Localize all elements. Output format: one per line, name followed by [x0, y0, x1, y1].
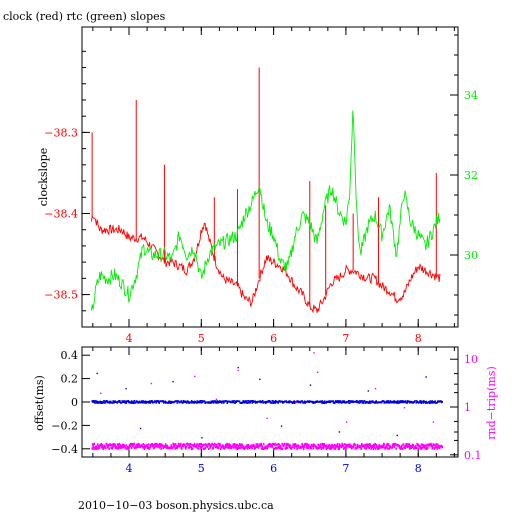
rndtrip-outlier-point-1 — [150, 382, 153, 385]
bottom-left-y-tick-label-3: −0.2 — [51, 419, 78, 432]
bottom-x-tick-label-0: 4 — [126, 462, 133, 475]
offset-outlier-point-8 — [309, 384, 312, 386]
offset-outlier-point-10 — [367, 390, 370, 392]
rndtrip-outlier-point-3 — [215, 398, 218, 400]
rndtrip-outlier-point-6 — [295, 401, 297, 403]
offset-outlier-point-0 — [96, 372, 98, 375]
bottom-left-y-axis-label: offset(ms) — [33, 375, 46, 431]
bottom-left-y-tick-label-0: 0.4 — [61, 349, 79, 362]
band-1 — [91, 442, 443, 451]
footer-text: 2010−10−03 boson.physics.ubc.ca — [78, 499, 274, 512]
offset-outlier-point-12 — [425, 376, 427, 378]
band-0 — [91, 400, 443, 404]
series-line-1 — [90, 110, 441, 311]
rndtrip-outlier-point-10 — [374, 387, 377, 390]
bottom-x-tick-label-4: 8 — [415, 462, 422, 475]
rndtrip-outlier-point-7 — [313, 352, 315, 354]
rndtrip-outlier-point-8 — [317, 371, 319, 374]
top-x-tick-label-3: 7 — [342, 332, 349, 345]
top-left-y-tick-label-2: −38.5 — [44, 289, 78, 302]
top-left-y-tick-label-0: −38.3 — [44, 126, 78, 139]
bottom-right-y-tick-label-2: 0.1 — [464, 449, 482, 462]
chart-title: clock (red) rtc (green) slopes — [3, 10, 166, 23]
top-y-axis-label: clockslope — [37, 148, 50, 206]
offset-outlier-point-4 — [201, 437, 203, 439]
offset-outlier-point-2 — [139, 427, 142, 430]
rndtrip-outlier-point-4 — [237, 369, 239, 372]
bottom-right-y-tick-label-1: 1 — [464, 401, 471, 414]
offset-outlier-point-6 — [259, 378, 261, 380]
rndtrip-outlier-point-2 — [194, 375, 196, 378]
top-plot-frame — [81, 26, 459, 328]
top-left-y-tick-label-1: −38.4 — [44, 207, 78, 220]
series-line-0 — [90, 215, 441, 314]
top-x-tick-label-1: 5 — [198, 332, 205, 345]
bottom-left-y-tick-label-2: 0 — [71, 396, 78, 409]
offset-outlier-point-11 — [396, 434, 398, 437]
top-plot: 4 5 6 7 8 −38.3 −38.4 −38.5 30 32 34 — [44, 27, 478, 345]
top-right-y-tick-label-1: 32 — [464, 169, 478, 182]
offset-outlier-point-1 — [125, 387, 127, 390]
bottom-left-y-tick-label-1: 0.2 — [61, 373, 79, 386]
top-right-y-tick-label-2: 34 — [464, 89, 478, 102]
rndtrip-outlier-point-12 — [432, 421, 435, 423]
bottom-x-tick-label-1: 5 — [198, 462, 205, 475]
offset-outlier-point-9 — [338, 431, 341, 433]
offset-outlier-point-5 — [237, 366, 239, 369]
bottom-plot: 4 5 6 7 8 0.4 0.2 0 −0.2 −0.4 10 1 0.1 — [51, 347, 482, 475]
offset-outlier-point-7 — [280, 425, 283, 427]
rndtrip-outlier-point-11 — [403, 407, 406, 409]
offset-outlier-point-3 — [172, 380, 174, 383]
bottom-x-tick-label-3: 7 — [342, 462, 349, 475]
bottom-right-y-tick-label-0: 10 — [464, 353, 478, 366]
top-right-y-tick-label-0: 30 — [464, 249, 478, 262]
rndtrip-outlier-point-9 — [345, 421, 348, 423]
bottom-left-y-tick-label-4: −0.4 — [51, 443, 78, 456]
bottom-right-y-axis-label: rnd−trip(ms) — [485, 366, 498, 440]
top-x-tick-label-0: 4 — [126, 332, 133, 345]
top-x-tick-label-4: 8 — [415, 332, 422, 345]
rndtrip-outlier-point-5 — [266, 417, 268, 420]
top-x-tick-label-2: 6 — [270, 332, 277, 345]
rndtrip-outlier-point-0 — [100, 392, 102, 395]
bottom-x-tick-label-2: 6 — [270, 462, 277, 475]
